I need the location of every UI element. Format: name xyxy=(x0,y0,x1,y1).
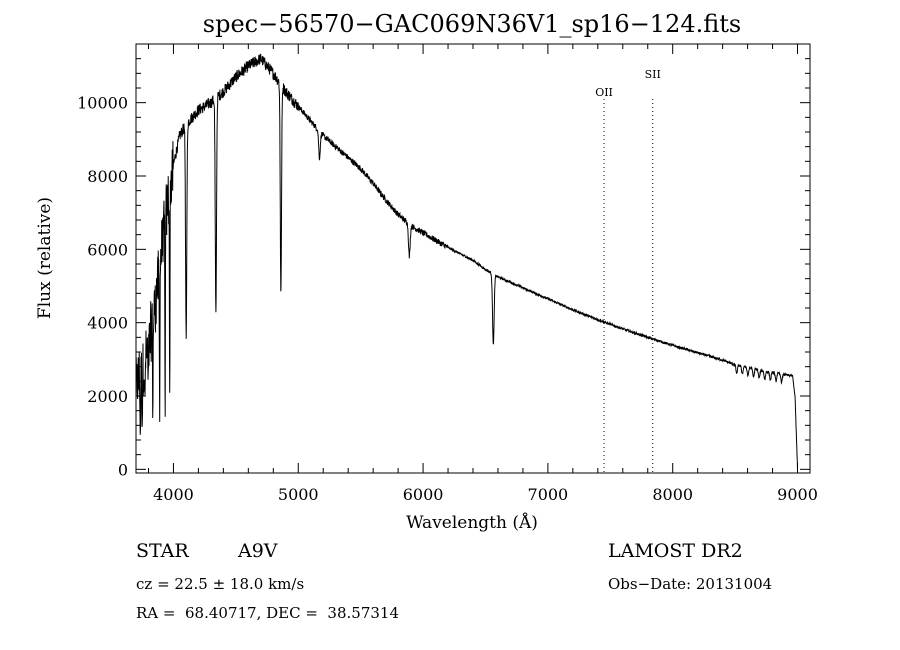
reference-lines: OII SII xyxy=(595,68,661,473)
x-axis: 4000 5000 6000 7000 8000 9000 xyxy=(147,44,818,504)
x-tick-label: 4000 xyxy=(153,485,194,504)
y-axis: 0 2000 4000 6000 8000 10000 xyxy=(77,43,810,479)
y-tick-label: 10000 xyxy=(77,94,128,113)
x-tick-label: 7000 xyxy=(528,485,569,504)
x-tick-label: 6000 xyxy=(403,485,444,504)
y-tick-label: 6000 xyxy=(87,240,128,259)
spectrum-line xyxy=(135,53,798,470)
y-tick-label: 4000 xyxy=(87,314,128,333)
obs-date: Obs−Date: 20131004 xyxy=(608,575,773,593)
reference-line-label: OII xyxy=(595,86,613,99)
coordinates: RA = 68.40717, DEC = 38.57314 xyxy=(136,604,400,622)
plot-frame xyxy=(135,43,811,474)
reference-line-label: SII xyxy=(645,68,661,81)
y-tick-label: 0 xyxy=(118,460,128,479)
y-tick-label: 2000 xyxy=(87,387,128,406)
y-tick-label: 8000 xyxy=(87,167,128,186)
chart-title: spec−56570−GAC069N36V1_sp16−124.fits xyxy=(203,10,741,38)
x-tick-label: 5000 xyxy=(278,485,319,504)
redshift-text: cz = 22.5 ± 18.0 km/s xyxy=(136,575,305,593)
y-axis-label: Flux (relative) xyxy=(35,197,55,319)
object-class: STAR xyxy=(136,540,189,562)
x-tick-label: 9000 xyxy=(777,485,818,504)
spectral-subclass: A9V xyxy=(238,540,278,562)
x-tick-label: 8000 xyxy=(652,485,693,504)
survey-name: LAMOST DR2 xyxy=(608,540,743,562)
spectrum-plot: spec−56570−GAC069N36V1_sp16−124.fits 400… xyxy=(35,10,818,533)
x-axis-label: Wavelength (Å) xyxy=(406,512,538,533)
